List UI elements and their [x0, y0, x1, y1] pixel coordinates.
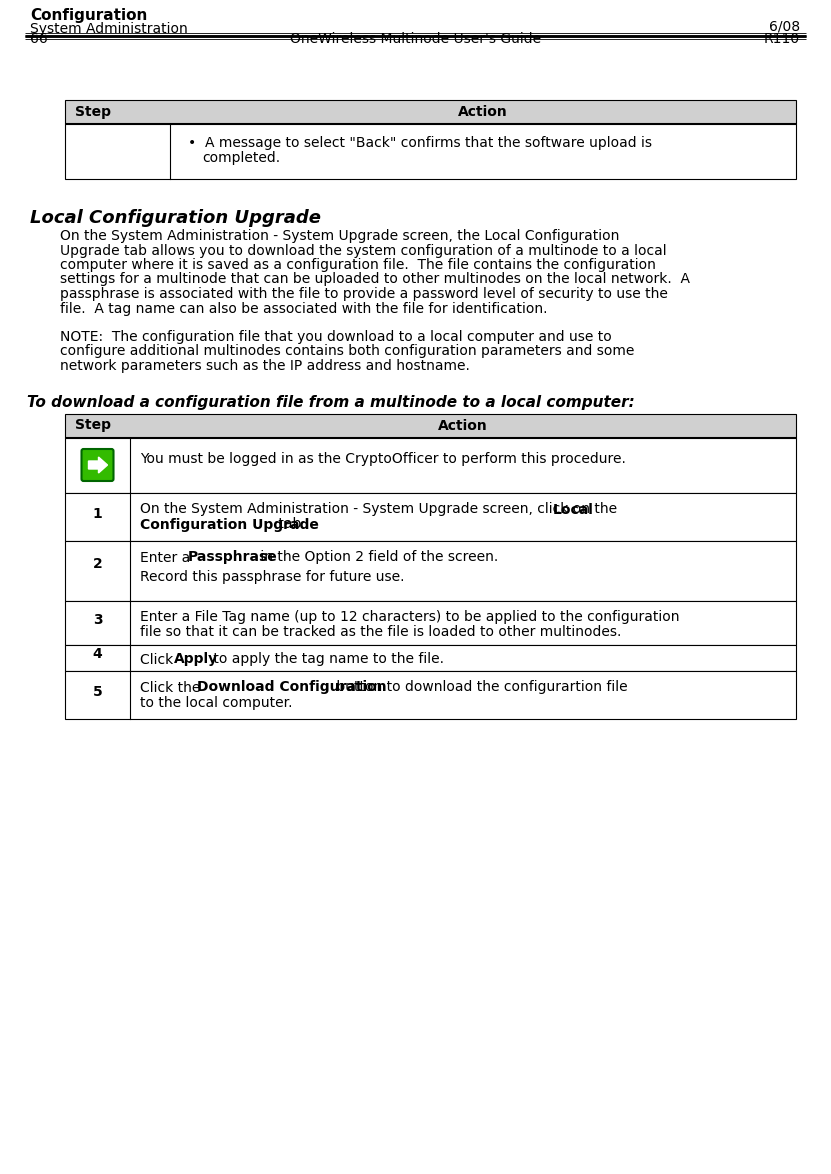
Text: 3: 3 [93, 613, 102, 627]
Text: completed.: completed. [202, 151, 280, 166]
Text: network parameters such as the IP address and hostname.: network parameters such as the IP addres… [60, 359, 470, 373]
Text: passphrase is associated with the file to provide a password level of security t: passphrase is associated with the file t… [60, 286, 668, 301]
Text: Local: Local [553, 502, 594, 517]
Text: Step: Step [75, 418, 111, 432]
Bar [65, 493, 796, 540]
Text: tab: tab [274, 518, 302, 532]
Text: Action: Action [458, 104, 508, 119]
Text: Step: Step [75, 104, 111, 119]
Text: NOTE:  The configuration file that you download to a local computer and use to: NOTE: The configuration file that you do… [60, 330, 612, 344]
Text: configure additional multinodes contains both configuration parameters and some: configure additional multinodes contains… [60, 344, 634, 358]
Bar [65, 100, 796, 124]
Text: Local Configuration Upgrade: Local Configuration Upgrade [30, 209, 321, 227]
Text: Action: Action [438, 418, 488, 432]
Text: On the System Administration - System Upgrade screen, click on the: On the System Administration - System Up… [140, 502, 622, 517]
Bar [65, 540, 796, 600]
Text: button to download the configurartion file: button to download the configurartion fi… [332, 681, 627, 695]
Bar [65, 438, 796, 493]
Text: 1: 1 [92, 506, 102, 520]
Bar [65, 124, 796, 178]
Text: Configuration Upgrade: Configuration Upgrade [140, 518, 319, 532]
Text: Click the: Click the [140, 681, 204, 695]
Text: Passphrase: Passphrase [188, 551, 278, 565]
Text: •  A message to select "Back" confirms that the software upload is: • A message to select "Back" confirms th… [188, 136, 652, 150]
Text: computer where it is saved as a configuration file.  The file contains the confi: computer where it is saved as a configur… [60, 258, 656, 272]
Text: file so that it can be tracked as the file is loaded to other multinodes.: file so that it can be tracked as the fi… [140, 625, 622, 639]
Text: 6/08: 6/08 [769, 19, 800, 33]
Text: 5: 5 [92, 684, 102, 699]
Text: Configuration: Configuration [30, 8, 147, 23]
Bar [65, 600, 796, 645]
Text: to the local computer.: to the local computer. [140, 695, 293, 709]
Text: On the System Administration - System Upgrade screen, the Local Configuration: On the System Administration - System Up… [60, 229, 619, 243]
Text: System Administration: System Administration [30, 22, 188, 36]
Text: Click: Click [140, 653, 178, 667]
Text: To download a configuration file from a multinode to a local computer:: To download a configuration file from a … [27, 396, 635, 411]
Polygon shape [88, 457, 107, 473]
Text: to apply the tag name to the file.: to apply the tag name to the file. [209, 653, 444, 667]
Text: OneWireless Multinode User's Guide: OneWireless Multinode User's Guide [290, 32, 541, 46]
Text: 4: 4 [92, 648, 102, 661]
Text: Download Configuration: Download Configuration [197, 681, 386, 695]
Text: Record this passphrase for future use.: Record this passphrase for future use. [140, 571, 405, 585]
Text: in the Option 2 field of the screen.: in the Option 2 field of the screen. [256, 551, 499, 565]
Text: settings for a multinode that can be uploaded to other multinodes on the local n: settings for a multinode that can be upl… [60, 272, 690, 286]
Bar [65, 670, 796, 718]
Text: file.  A tag name can also be associated with the file for identification.: file. A tag name can also be associated … [60, 302, 548, 316]
Bar [65, 645, 796, 670]
Text: 2: 2 [92, 556, 102, 571]
Text: R110: R110 [764, 32, 800, 46]
Text: Apply: Apply [174, 653, 218, 667]
FancyBboxPatch shape [81, 448, 114, 481]
Text: Enter a: Enter a [140, 551, 194, 565]
Text: 66: 66 [30, 32, 47, 46]
Text: Enter a File Tag name (up to 12 characters) to be applied to the configuration: Enter a File Tag name (up to 12 characte… [140, 610, 680, 625]
Text: Upgrade tab allows you to download the system configuration of a multinode to a : Upgrade tab allows you to download the s… [60, 243, 666, 257]
Bar [65, 413, 796, 438]
Text: You must be logged in as the CryptoOfficer to perform this procedure.: You must be logged in as the CryptoOffic… [140, 452, 626, 466]
